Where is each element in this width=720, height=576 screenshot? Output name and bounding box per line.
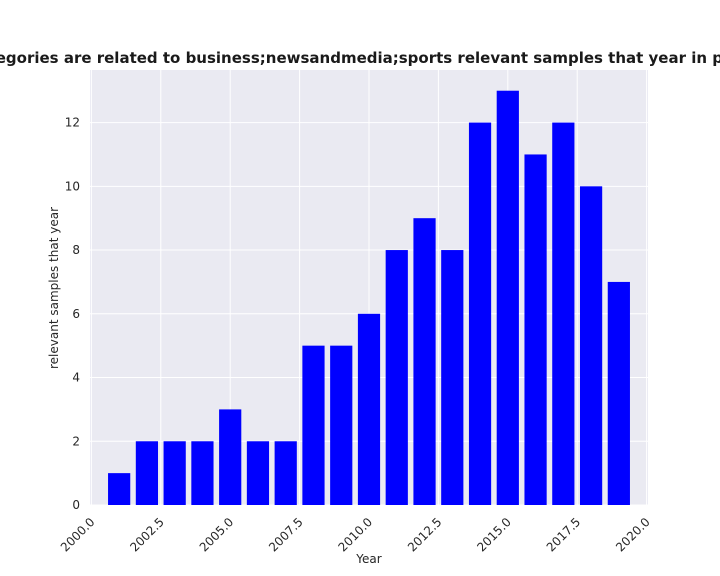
bar-2015 bbox=[496, 90, 519, 505]
y-tick-label: 6 bbox=[72, 307, 80, 321]
bar-2001 bbox=[108, 473, 131, 505]
x-tick-label: 2000.0 bbox=[58, 515, 98, 555]
bar-2014 bbox=[468, 122, 492, 505]
chart-title: How many categories are related to busin… bbox=[0, 49, 720, 67]
bar-2004 bbox=[191, 441, 214, 505]
x-tick-label: 2012.5 bbox=[405, 515, 445, 555]
y-axis-ticks: 0 2 4 6 8 10 12 bbox=[65, 116, 80, 512]
x-tick-label: 2005.0 bbox=[197, 515, 237, 555]
y-tick-label: 12 bbox=[65, 116, 80, 130]
bar-2018 bbox=[579, 186, 603, 506]
bar-2009 bbox=[330, 345, 353, 505]
y-axis-label: relevant samples that year bbox=[47, 207, 61, 369]
x-axis-ticks: 2000.0 2002.5 2005.0 2007.5 2010.0 2012.5 2015… bbox=[58, 515, 653, 555]
y-tick-label: 8 bbox=[72, 243, 80, 257]
y-tick-label: 10 bbox=[65, 179, 80, 193]
bar-2019 bbox=[607, 281, 630, 505]
x-tick-label: 2002.5 bbox=[127, 515, 167, 555]
y-tick-label: 2 bbox=[72, 434, 80, 448]
bar-2008 bbox=[302, 345, 325, 505]
y-tick-label: 0 bbox=[72, 498, 80, 512]
bars bbox=[108, 90, 630, 506]
x-tick-label: 2015.0 bbox=[474, 515, 514, 555]
x-axis-label: Year bbox=[355, 552, 381, 566]
bar-2005 bbox=[219, 409, 242, 505]
bar-2003 bbox=[163, 441, 186, 505]
bar-2012 bbox=[413, 218, 436, 505]
bar-2013 bbox=[441, 250, 464, 505]
bar-2002 bbox=[135, 441, 159, 505]
bar-2007 bbox=[274, 441, 297, 505]
bar-2011 bbox=[385, 250, 408, 505]
x-tick-label: 2020.0 bbox=[613, 515, 653, 555]
bar-2006 bbox=[246, 441, 270, 505]
x-tick-label: 2007.5 bbox=[266, 515, 306, 555]
x-tick-label: 2010.0 bbox=[336, 515, 376, 555]
bar-2016 bbox=[524, 154, 547, 505]
x-tick-label: 2017.5 bbox=[544, 515, 584, 555]
y-tick-label: 4 bbox=[72, 371, 80, 385]
bar-2017 bbox=[552, 122, 575, 505]
bar-2010 bbox=[357, 313, 381, 505]
